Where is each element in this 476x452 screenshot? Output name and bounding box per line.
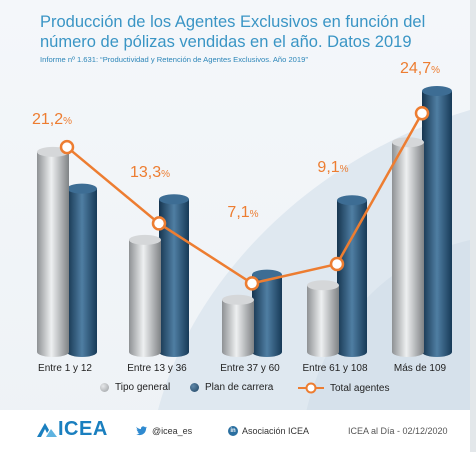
icea-logo-icon: [37, 422, 57, 437]
data-label-3: 7,1%: [227, 204, 258, 221]
bar-tipo-general-1: [37, 146, 69, 357]
linkedin-icon: in: [228, 426, 238, 436]
legend-swatch-total-agentes: [298, 382, 324, 394]
point-total-agentes-4: [329, 256, 345, 272]
point-total-agentes-3: [244, 276, 260, 291]
bar-plan-de-carrera-1: [67, 183, 97, 357]
chart-plot: 21,2% 13,3% 7,1% 9,1% 24,7% Entre 1 y 12 Entr…: [32, 60, 452, 374]
bar-plan-de-carrera-5: [422, 86, 452, 357]
data-label-1: 21,2%: [32, 111, 72, 128]
point-total-agentes-1: [59, 139, 75, 155]
logo-text: ICEA: [58, 418, 108, 440]
bar-tipo-general-2: [129, 234, 161, 357]
footer-logo: ICEA: [36, 418, 108, 441]
bar-tipo-general-5: [392, 137, 424, 357]
bar-tipo-general-3: [222, 294, 254, 357]
bar-tipo-general-4: [307, 280, 339, 357]
legend-item-total-agentes: Total agentes: [298, 382, 390, 394]
twitter-handle: @icea_es: [152, 426, 193, 436]
chart-subtitle: Informe nº 1.631: “Productividad y Reten…: [40, 55, 308, 64]
x-tick-label-5: Más de 109: [394, 363, 447, 374]
footer: ICEA @icea_es in Asociación ICEA ICEA al…: [0, 410, 470, 450]
x-tick-label-4: Entre 61 y 108: [302, 363, 367, 374]
data-label-2: 13,3%: [130, 164, 170, 181]
legend-swatch-plan-de-carrera: [190, 383, 199, 392]
twitter-icon: [136, 426, 148, 436]
chart-title: Producción de los Agentes Exclusivos en …: [40, 13, 426, 51]
data-label-4: 9,1%: [317, 159, 348, 176]
bar-plan-de-carrera-4: [337, 195, 367, 357]
x-tick-label-1: Entre 1 y 12: [38, 363, 92, 374]
legend-label-plan-de-carrera: Plan de carrera: [205, 382, 274, 393]
legend-label-tipo-general: Tipo general: [115, 382, 171, 393]
series-line-total-agentes: [66, 112, 424, 285]
x-tick-label-2: Entre 13 y 36: [127, 363, 187, 374]
footer-date: ICEA al Día - 02/12/2020: [348, 426, 448, 436]
point-total-agentes-2: [151, 216, 167, 231]
page-edge: [470, 0, 476, 452]
x-tick-label-3: Entre 37 y 60: [220, 363, 280, 374]
legend: Tipo general Plan de carrera Total agent…: [0, 382, 470, 402]
legend-item-tipo-general: Tipo general: [100, 382, 170, 393]
linkedin-name: Asociación ICEA: [242, 426, 310, 436]
date-note: ICEA al Día - 02/12/2020: [348, 426, 448, 436]
legend-label-total-agentes: Total agentes: [330, 382, 390, 394]
legend-swatch-tipo-general: [100, 383, 109, 392]
legend-item-plan-de-carrera: Plan de carrera: [190, 382, 273, 393]
footer-twitter[interactable]: @icea_es: [136, 426, 192, 436]
point-total-agentes-5: [414, 105, 430, 121]
footer-linkedin[interactable]: in Asociación ICEA: [228, 426, 309, 436]
data-label-5: 24,7%: [400, 60, 440, 77]
